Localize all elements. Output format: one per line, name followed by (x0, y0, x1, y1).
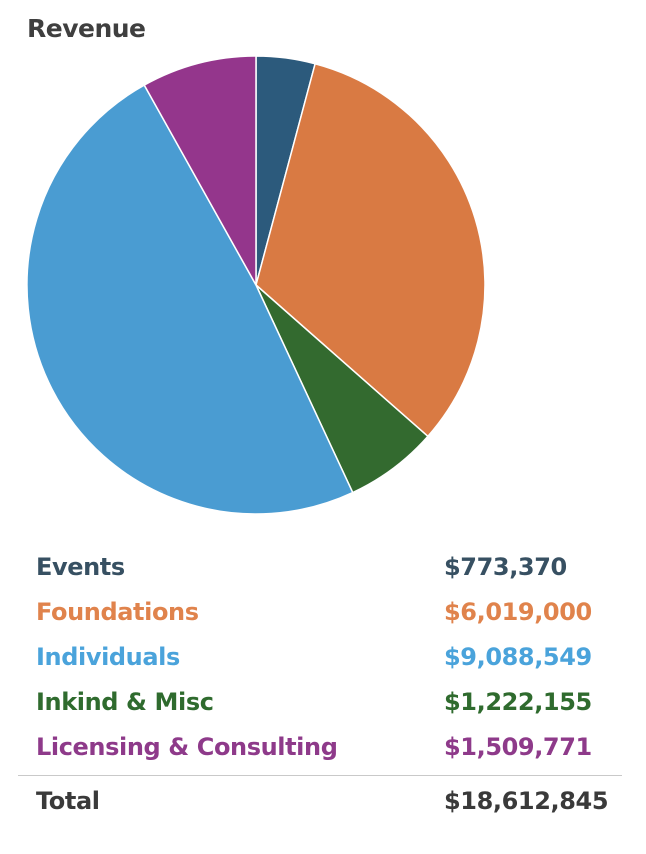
legend-row-licensing-consulting: Licensing & Consulting $1,509,771 (0, 727, 646, 772)
total-value: $18,612,845 (444, 787, 609, 815)
pie-slice-licensing-consulting (143, 55, 257, 286)
legend-label: Foundations (36, 598, 199, 626)
legend-row-events: Events $773,370 (0, 547, 646, 592)
legend-value: $9,088,549 (444, 643, 592, 671)
legend-label: Individuals (36, 643, 180, 671)
legend-value: $1,222,155 (444, 688, 592, 716)
legend-label: Events (36, 553, 125, 581)
pie-slice-foundations (255, 63, 486, 438)
legend-row-individuals: Individuals $9,088,549 (0, 637, 646, 682)
total-label: Total (36, 787, 100, 815)
chart-title: Revenue (27, 14, 146, 43)
legend-row-inkind-misc: Inkind & Misc $1,222,155 (0, 682, 646, 727)
legend-value: $773,370 (444, 553, 567, 581)
legend: Events $773,370 Foundations $6,019,000 I… (0, 547, 646, 772)
legend-row-foundations: Foundations $6,019,000 (0, 592, 646, 637)
legend-divider (18, 775, 622, 776)
pie-slice-individuals (26, 84, 354, 515)
legend-value: $1,509,771 (444, 733, 592, 761)
revenue-pie-chart (26, 55, 486, 515)
legend-label: Inkind & Misc (36, 688, 214, 716)
legend-total-row: Total $18,612,845 (0, 781, 646, 826)
legend-value: $6,019,000 (444, 598, 592, 626)
legend-label: Licensing & Consulting (36, 733, 338, 761)
